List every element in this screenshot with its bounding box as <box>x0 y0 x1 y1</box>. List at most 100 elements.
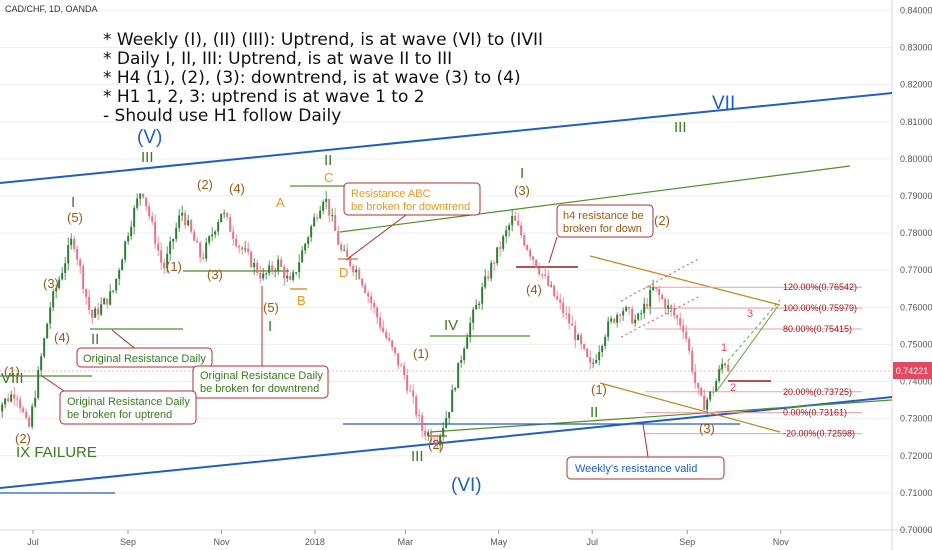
candle-body <box>619 314 622 316</box>
fib-level-label: 80.00%(0.75415) <box>783 324 852 334</box>
green-support-line[interactable] <box>429 399 893 433</box>
candle-body <box>613 318 616 323</box>
candle-body <box>469 322 472 338</box>
callout-weekly-resistance: Weekly's resistance valid <box>566 456 725 480</box>
candle-body <box>301 250 304 263</box>
candle-body <box>208 236 211 243</box>
time-axis[interactable]: Jul Sep Nov 2018 Mar May Jul Sep Nov <box>27 530 789 547</box>
candle-body <box>535 259 538 268</box>
candle-body <box>442 427 445 436</box>
fibonacci-levels[interactable]: 120.00%(0.76542) 100.00%(0.75979) 80.00%(0… <box>645 282 862 439</box>
candle-body <box>472 309 475 323</box>
lower-channel-line[interactable] <box>0 396 893 489</box>
last-price-badge <box>893 362 932 379</box>
y-tick-label: 0.84000 <box>900 5 932 15</box>
candle-body <box>436 442 439 446</box>
wave-I-1: I <box>71 194 75 211</box>
y-tick-label: 0.75000 <box>900 339 932 349</box>
candle-body <box>427 432 430 436</box>
candle-body <box>700 387 703 396</box>
callout-arrow-orig-res-up <box>41 375 65 392</box>
candle-body <box>253 262 256 268</box>
candle-body <box>172 238 175 242</box>
candle-body <box>64 263 67 273</box>
candles[interactable] <box>0 191 730 454</box>
wave-p3-c: (3) <box>514 183 530 198</box>
candle-body <box>463 348 466 361</box>
candle-body <box>583 344 586 349</box>
candle-body <box>40 356 43 371</box>
candle-body <box>367 292 370 297</box>
candle-body <box>562 302 565 314</box>
wave-VIII: VIII <box>1 370 24 387</box>
candle-body <box>319 210 322 219</box>
candle-body <box>82 266 85 290</box>
wave-II-1: II <box>324 152 332 169</box>
candle-body <box>628 307 631 309</box>
candle-body <box>556 296 559 300</box>
h4-downtrend-upper[interactable] <box>589 255 781 306</box>
wave-p5-a: (5) <box>67 210 83 225</box>
wave-p1-c: (1) <box>413 346 429 361</box>
candle-body <box>466 337 469 349</box>
callout-arrow-abc <box>345 211 411 261</box>
candle-body <box>124 241 127 260</box>
candle-body <box>592 362 595 364</box>
candle-body <box>496 247 499 264</box>
candle-body <box>274 270 277 272</box>
candle-body <box>160 250 163 263</box>
candle-body <box>595 360 598 363</box>
wave-III-2: III <box>411 448 424 465</box>
candle-body <box>637 313 640 320</box>
x-tick-label: Mar <box>398 537 414 547</box>
candle-body <box>31 406 34 427</box>
x-tick-label: Nov <box>213 537 230 547</box>
wave-C: C <box>324 170 333 185</box>
candle-body <box>682 325 685 332</box>
candle-body <box>304 243 307 251</box>
candle-body <box>541 274 544 276</box>
candle-body <box>397 353 400 366</box>
candle-body <box>412 390 415 397</box>
candle-body <box>316 217 319 219</box>
candle-body <box>337 230 340 245</box>
wave-D: D <box>339 265 348 280</box>
candle-body <box>565 313 568 315</box>
price-axis[interactable]: 0.84000 0.83000 0.82000 0.81000 0.80000 0.790… <box>900 5 932 535</box>
candle-body <box>244 248 247 250</box>
green-trend-line[interactable] <box>339 165 851 233</box>
candle-body <box>709 391 712 400</box>
candle-body <box>424 430 427 436</box>
candle-body <box>151 216 154 222</box>
candle-body <box>181 212 184 216</box>
wave-p2-c: (2) <box>428 437 444 452</box>
y-tick-label: 0.79000 <box>900 191 932 201</box>
candle-body <box>715 380 718 392</box>
candle-body <box>547 275 550 286</box>
candle-body <box>610 318 613 322</box>
x-tick-label: Jul <box>587 537 599 547</box>
candle-body <box>226 213 229 217</box>
candle-body <box>406 375 409 391</box>
wave-IX-failure: IX FAILURE <box>16 444 97 461</box>
candle-body <box>607 321 610 337</box>
candle-body <box>196 240 199 243</box>
callout-h4-resistance: h4 resistance be broken for down <box>556 204 654 238</box>
candle-body <box>670 305 673 310</box>
candle-body <box>109 291 112 305</box>
upper-channel-line[interactable] <box>0 92 893 184</box>
candle-body <box>37 370 40 398</box>
candle-body <box>505 230 508 237</box>
candle-body <box>601 345 604 352</box>
header-note-5: - Should use H1 follow Daily <box>103 106 341 126</box>
candle-body <box>361 279 364 286</box>
wave-h1-1: 1 <box>721 342 727 354</box>
candle-body <box>706 399 709 410</box>
h4-downtrend-lower[interactable] <box>599 382 781 433</box>
wave-IV: IV <box>444 317 458 334</box>
candle-body <box>448 412 451 418</box>
candle-body <box>58 279 61 289</box>
header-note-3: * H4 (1), (2), (3): downtrend, is at wav… <box>103 68 521 88</box>
candle-body <box>400 365 403 367</box>
header-note-1: * Weekly (I), (II) (III): Uptrend, is at… <box>103 30 543 50</box>
